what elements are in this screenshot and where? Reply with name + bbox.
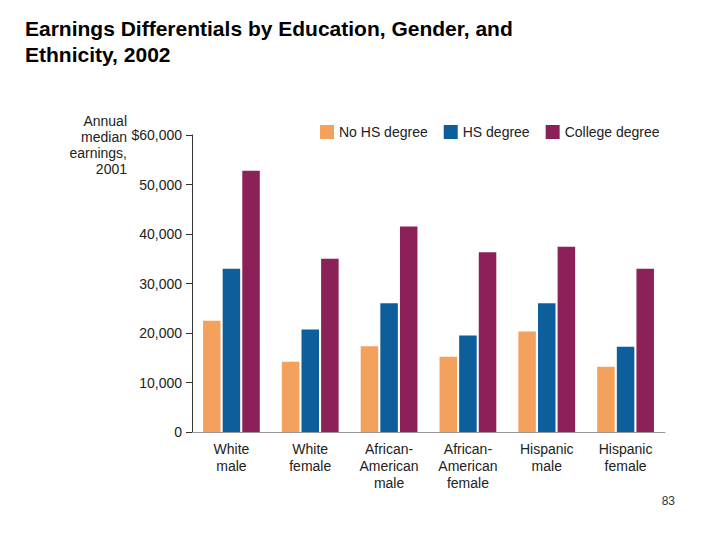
svg-text:50,000: 50,000 — [139, 177, 182, 193]
svg-text:earnings,: earnings, — [69, 145, 127, 161]
svg-text:median: median — [81, 129, 127, 145]
svg-text:male: male — [532, 458, 563, 474]
svg-text:No HS degree: No HS degree — [339, 124, 428, 140]
svg-text:African-: African- — [444, 441, 493, 457]
svg-text:HS degree: HS degree — [463, 124, 530, 140]
svg-text:$60,000: $60,000 — [131, 127, 182, 143]
svg-text:female: female — [447, 475, 489, 491]
svg-text:American: American — [438, 458, 497, 474]
svg-text:female: female — [289, 458, 331, 474]
svg-text:Hispanic: Hispanic — [520, 441, 574, 457]
svg-text:83: 83 — [662, 494, 676, 508]
svg-text:male: male — [216, 458, 247, 474]
svg-text:White: White — [292, 441, 328, 457]
svg-text:30,000: 30,000 — [139, 276, 182, 292]
svg-text:2001: 2001 — [96, 161, 127, 177]
svg-text:Hispanic: Hispanic — [599, 441, 653, 457]
svg-text:White: White — [214, 441, 250, 457]
svg-text:0: 0 — [174, 424, 182, 440]
svg-text:Earnings Differentials by Educ: Earnings Differentials by Education, Gen… — [25, 17, 519, 40]
svg-text:American: American — [360, 458, 419, 474]
svg-text:African-: African- — [365, 441, 414, 457]
svg-text:20,000: 20,000 — [139, 325, 182, 341]
svg-text:40,000: 40,000 — [139, 226, 182, 242]
svg-text:female: female — [605, 458, 647, 474]
svg-text:College degree: College degree — [565, 124, 660, 140]
svg-text:Ethnicity, 2002: Ethnicity, 2002 — [25, 43, 171, 66]
svg-text:10,000: 10,000 — [139, 375, 182, 391]
svg-text:Annual: Annual — [83, 113, 127, 129]
svg-text:male: male — [374, 475, 405, 491]
